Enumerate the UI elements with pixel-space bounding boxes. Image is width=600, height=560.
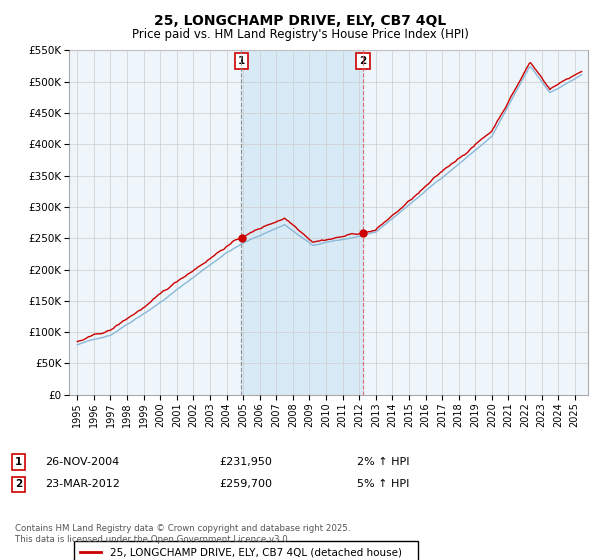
Text: £231,950: £231,950 (219, 457, 272, 467)
Text: 23-MAR-2012: 23-MAR-2012 (45, 479, 120, 489)
Text: 1: 1 (238, 56, 245, 66)
Text: 5% ↑ HPI: 5% ↑ HPI (357, 479, 409, 489)
Text: 2: 2 (359, 56, 367, 66)
Text: 25, LONGCHAMP DRIVE, ELY, CB7 4QL: 25, LONGCHAMP DRIVE, ELY, CB7 4QL (154, 14, 446, 28)
Text: This data is licensed under the Open Government Licence v3.0.: This data is licensed under the Open Gov… (15, 535, 290, 544)
Text: 2: 2 (15, 479, 22, 489)
Bar (241, 50, 363, 395)
Text: 2% ↑ HPI: 2% ↑ HPI (357, 457, 409, 467)
Legend: 25, LONGCHAMP DRIVE, ELY, CB7 4QL (detached house), HPI: Average price, detached: 25, LONGCHAMP DRIVE, ELY, CB7 4QL (detac… (74, 541, 418, 560)
Text: Contains HM Land Registry data © Crown copyright and database right 2025.: Contains HM Land Registry data © Crown c… (15, 524, 350, 533)
Text: 1: 1 (15, 457, 22, 467)
Text: 26-NOV-2004: 26-NOV-2004 (45, 457, 119, 467)
Text: Price paid vs. HM Land Registry's House Price Index (HPI): Price paid vs. HM Land Registry's House … (131, 28, 469, 41)
Text: £259,700: £259,700 (219, 479, 272, 489)
